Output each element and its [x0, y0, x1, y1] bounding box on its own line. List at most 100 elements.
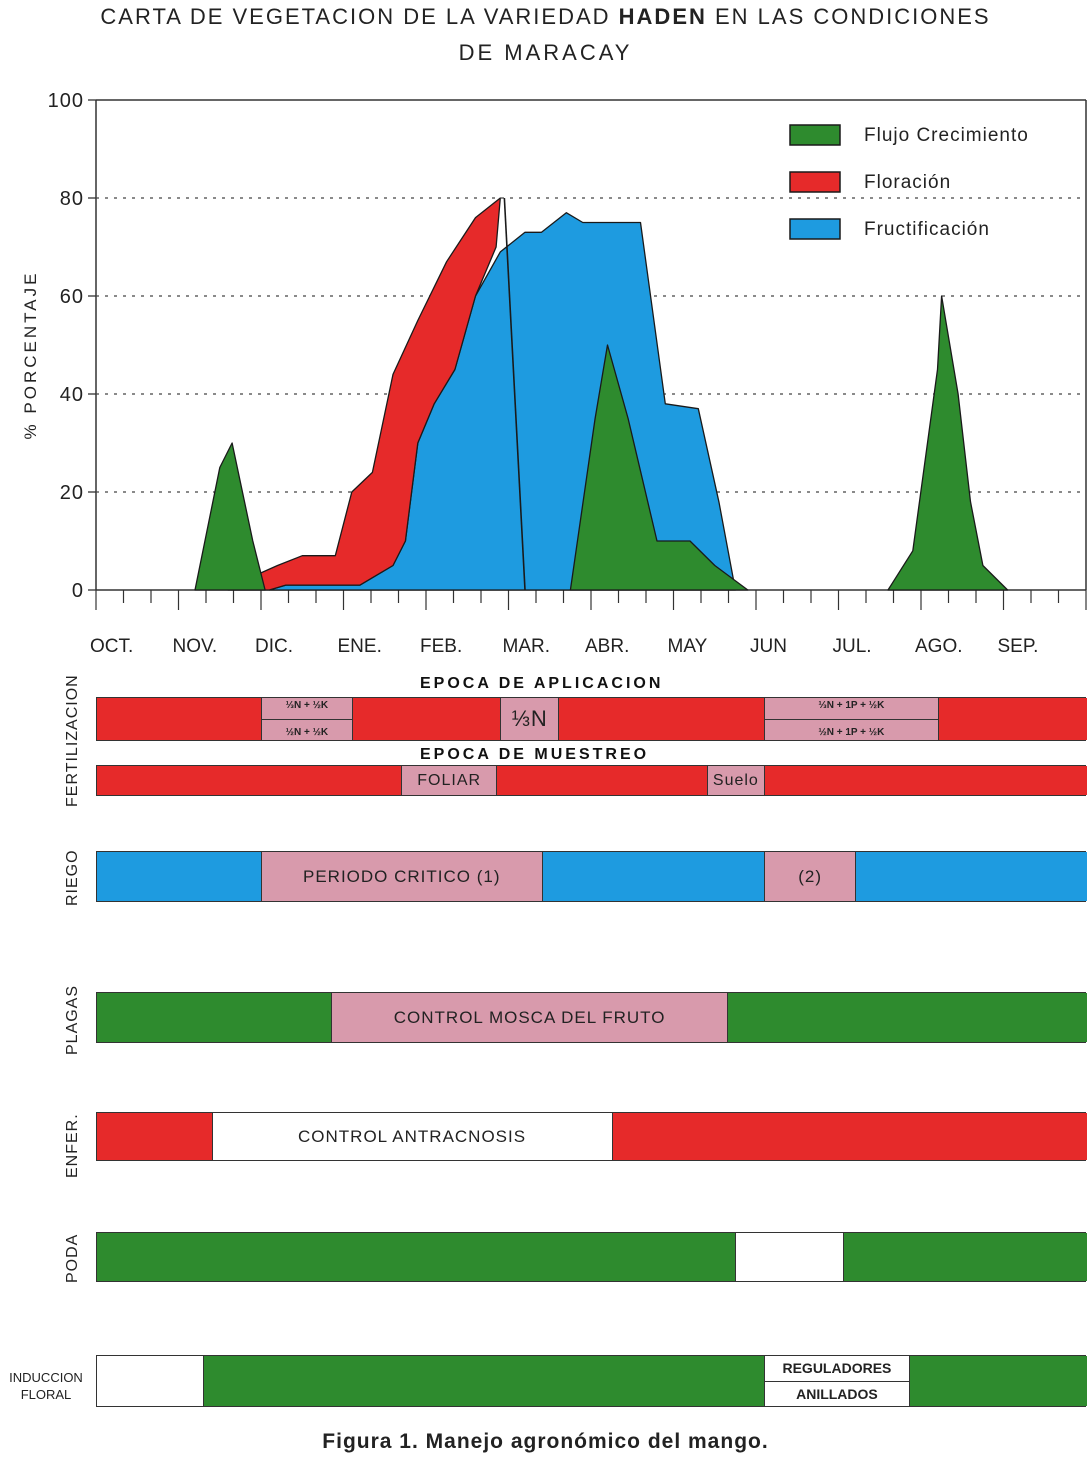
fertilizacion-label: FERTILIZACION [64, 673, 81, 807]
fertilizacion-muestreo-bar-segment-1 [97, 766, 403, 795]
series-flujo-area-2 [569, 344, 749, 591]
y-tick-label-20: 20 [60, 482, 84, 504]
enfer-label: ENFER. [64, 1112, 81, 1178]
x-tick-label-11: SEP. [998, 636, 1039, 657]
divider-line [503, 197, 526, 591]
fertilizacion-aplicacion-bar-segment-7 [938, 698, 1087, 740]
enfer-bar-segment-1 [97, 1113, 213, 1160]
fertilizacion-aplicacion-bar-segment-divider [262, 719, 352, 720]
muestreo-heading: EPOCA DE MUESTREO [420, 746, 650, 763]
title-text-b: EN LAS CONDICIONES [706, 4, 991, 29]
fertilizacion-aplicacion-bar-segment-1 [97, 698, 262, 740]
poda-bar-segment-2 [736, 1233, 844, 1281]
legend-label-2: Floración [864, 172, 951, 193]
series-fructificacion-area [268, 212, 737, 591]
title-variety: HADEN [618, 4, 707, 29]
x-tick-label-0: OCT. [90, 636, 133, 657]
fertilizacion-aplicacion-bar-segment-divider [765, 719, 938, 720]
x-tick-label-9: JUL. [833, 636, 872, 657]
x-tick-label-7: MAY [668, 636, 708, 657]
x-tick-label-4: FEB. [420, 636, 462, 657]
fertilizacion-aplicacion-bar: ⅓N + ½K ½N + ½K ⅓N ⅓N + 1P + ½K ½N + 1P + ½K [96, 697, 1087, 741]
riego-bar-segment-label: (2) [798, 866, 823, 886]
fertilizacion-aplicacion-bar-segment-label-bottom: ½N + 1P + ½K [818, 727, 885, 738]
induccion-bar-segment-divider [765, 1381, 909, 1382]
fertilizacion-muestreo-bar-segment-3 [497, 766, 708, 795]
aplicacion-heading: EPOCA DE APLICACION [420, 675, 664, 692]
y-tick-label-100: 100 [48, 90, 84, 112]
induccion-bar-segment-2 [204, 1356, 766, 1406]
induccion-bar-segment-label-top: REGULADORES [782, 1360, 892, 1376]
poda-bar [96, 1232, 1087, 1282]
chart-title-line2: DE MARACAY [458, 40, 633, 65]
fertilizacion-aplicacion-bar-segment-label-bottom: ½N + ½K [285, 727, 329, 738]
x-tick-label-5: MAR. [503, 636, 551, 657]
fertilizacion-aplicacion-bar-segment-3 [352, 698, 502, 740]
x-tick-label-1: NOV. [173, 636, 218, 657]
induccion-bar-segment-1 [97, 1356, 205, 1406]
y-tick-label-0: 0 [72, 580, 84, 602]
title-text-a: CARTA DE VEGETACION DE LA VARIEDAD [100, 4, 619, 29]
riego-bar-segment-5 [856, 852, 1087, 901]
poda-bar-segment-1 [97, 1233, 737, 1281]
chart-title-line1: CARTA DE VEGETACION DE LA VARIEDAD HADEN… [0, 4, 1091, 30]
enfer-bar-segment-2: CONTROL ANTRACNOSIS [212, 1113, 613, 1160]
plagas-bar-segment-1 [97, 993, 333, 1042]
fertilizacion-aplicacion-bar-segment-label: ⅓N [511, 706, 548, 731]
fertilizacion-aplicacion-bar-segment-2: ⅓N + ½K ½N + ½K [262, 698, 353, 740]
induccion-bar-segment-3: REGULADORES ANILLADOS [765, 1356, 910, 1406]
poda-bar-segment-3 [843, 1233, 1087, 1281]
fertilizacion-aplicacion-bar-segment-6: ⅓N + 1P + ½K ½N + 1P + ½K [765, 698, 939, 740]
plagas-bar-segment-2: CONTROL MOSCA DEL FRUTO [332, 993, 729, 1042]
plagas-bar: CONTROL MOSCA DEL FRUTO [96, 992, 1087, 1043]
fertilizacion-muestreo-bar-segment-4: Suelo [707, 766, 766, 795]
x-tick-label-8: JUN [750, 636, 787, 657]
fertilizacion-aplicacion-bar-segment-5 [559, 698, 766, 740]
fertilizacion-muestreo-bar-segment-label: FOLIAR [417, 771, 482, 789]
series-flujo-area-3 [887, 295, 1009, 591]
riego-bar-segment-1 [97, 852, 262, 901]
y-tick-label-60: 60 [60, 286, 84, 308]
induccion-bar: REGULADORES ANILLADOS [96, 1355, 1087, 1407]
fertilizacion-muestreo-bar-segment-5 [765, 766, 1087, 795]
x-tick-label-10: AGO. [915, 636, 963, 657]
fertilizacion-muestreo-bar-segment-2: FOLIAR [402, 766, 498, 795]
induccion-label-line1: INDUCCION [9, 1370, 83, 1385]
induccion-label-line2: FLORAL [20, 1387, 72, 1402]
x-tick-label-2: DIC. [255, 636, 293, 657]
legend-swatch-3 [789, 218, 841, 240]
riego-bar-segment-label: PERIODO CRITICO (1) [302, 866, 501, 886]
series-flujo-area-1 [194, 442, 266, 591]
fertilizacion-muestreo-bar-segment-label: Suelo [712, 771, 759, 789]
plagas-bar-segment-3 [728, 993, 1087, 1042]
y-axis-title: % PORCENTAJE [21, 271, 40, 440]
y-tick-label-80: 80 [60, 188, 84, 210]
enfer-bar-segment-label: CONTROL ANTRACNOSIS [298, 1126, 527, 1146]
legend-label-3: Fructificación [864, 219, 990, 240]
induccion-label: INDUCCION FLORAL [0, 1369, 92, 1403]
riego-bar-segment-3 [542, 852, 766, 901]
poda-label: PODA [64, 1233, 81, 1283]
legend-swatch-2 [789, 171, 841, 193]
plagas-label: PLAGAS [64, 984, 81, 1055]
fertilizacion-aplicacion-bar-segment-label-top: ⅓N + ½K [285, 700, 329, 711]
riego-bar: PERIODO CRITICO (1) (2) [96, 851, 1087, 902]
riego-bar-segment-4: (2) [765, 852, 856, 901]
fertilizacion-aplicacion-bar-segment-4: ⅓N [501, 698, 559, 740]
x-tick-label-6: ABR. [585, 636, 629, 657]
induccion-bar-segment-label-bottom: ANILLADOS [796, 1386, 878, 1402]
induccion-bar-segment-4 [909, 1356, 1087, 1406]
vegetation-chart: 0 20 40 60 80 100 % PORCENTAJE OCT. NOV. DIC. ENE.… [21, 90, 1087, 657]
figure-caption: Figura 1. Manejo agronómico del mango. [322, 1430, 769, 1453]
legend-swatch-1 [789, 124, 841, 146]
series-floracion-area [227, 197, 501, 591]
enfer-bar-segment-3 [612, 1113, 1087, 1160]
fertilizacion-aplicacion-bar-segment-label-top: ⅓N + 1P + ½K [818, 700, 885, 711]
riego-bar-segment-2: PERIODO CRITICO (1) [262, 852, 543, 901]
plagas-bar-segment-label: CONTROL MOSCA DEL FRUTO [393, 1007, 666, 1027]
riego-label: RIEGO [64, 848, 81, 906]
enfer-bar: CONTROL ANTRACNOSIS [96, 1112, 1087, 1161]
fertilizacion-muestreo-bar: FOLIAR Suelo [96, 765, 1087, 796]
x-tick-label-3: ENE. [338, 636, 382, 657]
legend-label-1: Flujo Crecimiento [864, 125, 1029, 146]
